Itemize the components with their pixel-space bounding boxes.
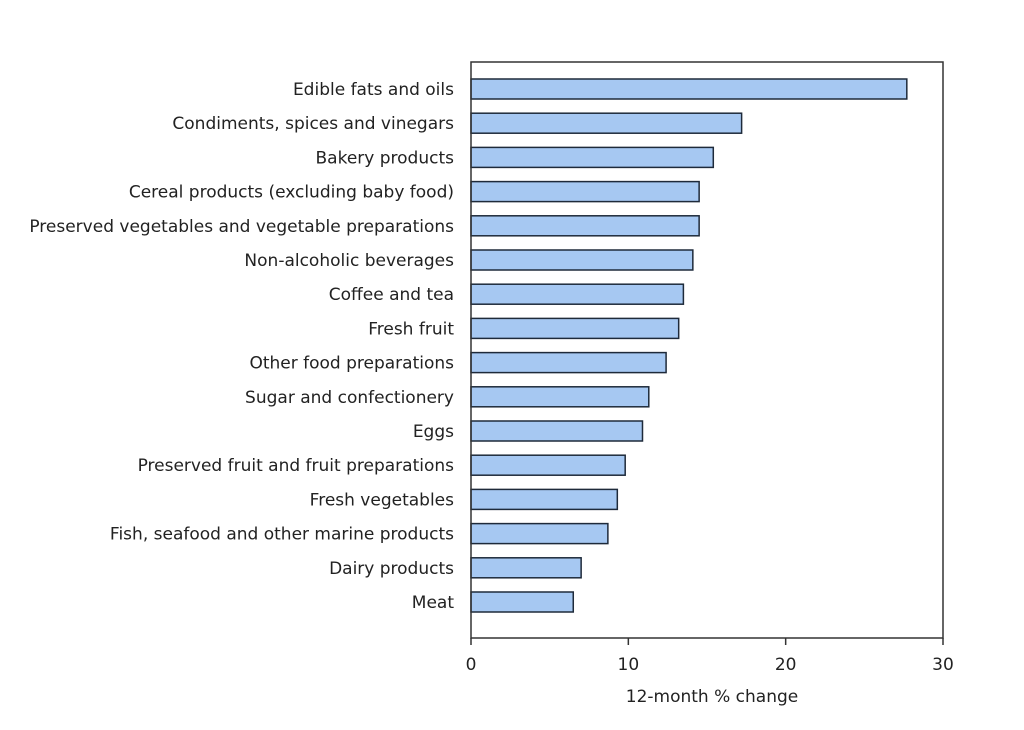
bar [470,215,700,237]
bar [470,78,908,100]
bar [470,557,582,579]
x-tick-label: 20 [775,655,797,675]
plot-frame [470,61,944,639]
category-label: Meat [412,593,455,613]
category-label: Bakery products [316,148,455,168]
bars-layer [470,78,908,613]
bar [470,283,685,305]
bar [470,420,644,442]
category-labels: Edible fats and oils Condiments, spices a… [29,80,454,613]
category-label: Preserved vegetables and vegetable prepa… [29,217,454,237]
bar [470,146,715,169]
bar [470,386,650,408]
category-label: Cereal products (excluding baby food) [129,183,454,203]
category-label: Coffee and tea [329,285,454,305]
category-label: Eggs [413,422,454,442]
bar [470,112,743,134]
x-axis-title: 12-month % change [626,687,798,707]
category-label: Other food preparations [249,354,454,374]
bar [470,180,700,203]
x-tick-label: 10 [618,655,640,675]
bar [470,522,609,545]
x-axis-tick-labels: 0 10 20 30 [466,655,954,675]
bar [470,454,626,476]
bar [470,317,680,340]
x-tick-label: 0 [466,655,477,675]
x-tick-label: 30 [932,655,954,675]
category-label: Condiments, spices and vinegars [172,114,454,134]
category-label: Fish, seafood and other marine products [110,525,454,545]
category-label: Sugar and confectionery [245,388,454,408]
x-axis-ticks [470,638,944,645]
bar [470,351,667,374]
bar [470,488,619,511]
category-label: Non-alcoholic beverages [244,251,454,271]
bar [470,591,575,613]
category-label: Dairy products [329,559,454,579]
category-label: Edible fats and oils [293,80,454,100]
category-label: Preserved fruit and fruit preparations [138,456,455,476]
bar [470,249,694,271]
category-label: Fresh fruit [368,319,454,339]
category-label: Fresh vegetables [310,490,454,510]
